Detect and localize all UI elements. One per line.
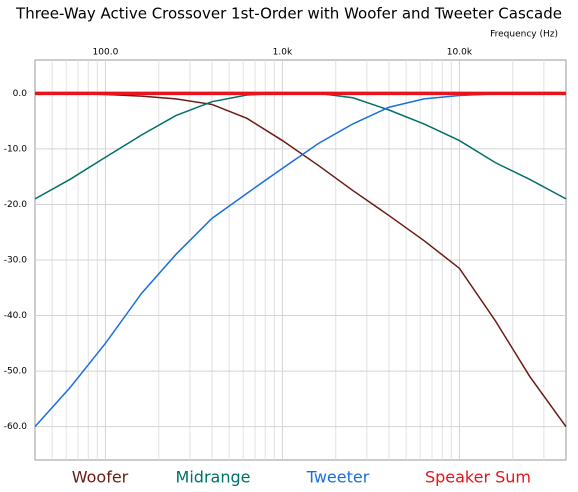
y-tick-label: 0.0 bbox=[13, 89, 28, 99]
series-line bbox=[34, 92, 530, 428]
legend-entry: Tweeter bbox=[306, 468, 370, 487]
series-line bbox=[35, 92, 567, 428]
x-tick-label: 10.0k bbox=[447, 48, 473, 58]
legend-entry: Speaker Sum bbox=[425, 468, 531, 487]
x-tick-label: 1.0k bbox=[273, 48, 293, 58]
y-tick-label: -10.0 bbox=[4, 144, 28, 154]
y-tick-label: -30.0 bbox=[4, 256, 28, 266]
y-tick-label: -20.0 bbox=[4, 200, 28, 210]
legend-entry: Woofer bbox=[72, 468, 129, 487]
chart-title: Three-Way Active Crossover 1st-Order wit… bbox=[15, 5, 562, 23]
y-tick-label: -60.0 bbox=[4, 422, 28, 432]
x-tick-label: 100.0 bbox=[93, 48, 119, 58]
x-axis-label: Frequency (Hz) bbox=[490, 30, 558, 40]
legend-entry: Midrange bbox=[176, 468, 251, 487]
y-tick-label: -40.0 bbox=[4, 311, 28, 321]
y-tick-label: -50.0 bbox=[4, 367, 28, 377]
